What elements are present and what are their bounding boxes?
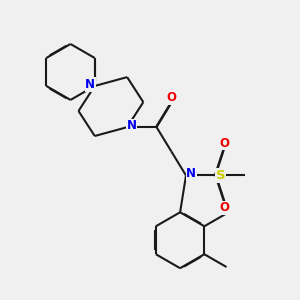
Text: N: N [127,119,136,132]
Text: N: N [85,78,95,91]
Text: O: O [219,201,229,214]
Text: O: O [166,91,176,104]
Text: O: O [219,136,229,150]
Text: S: S [216,169,226,182]
Text: N: N [186,167,196,181]
